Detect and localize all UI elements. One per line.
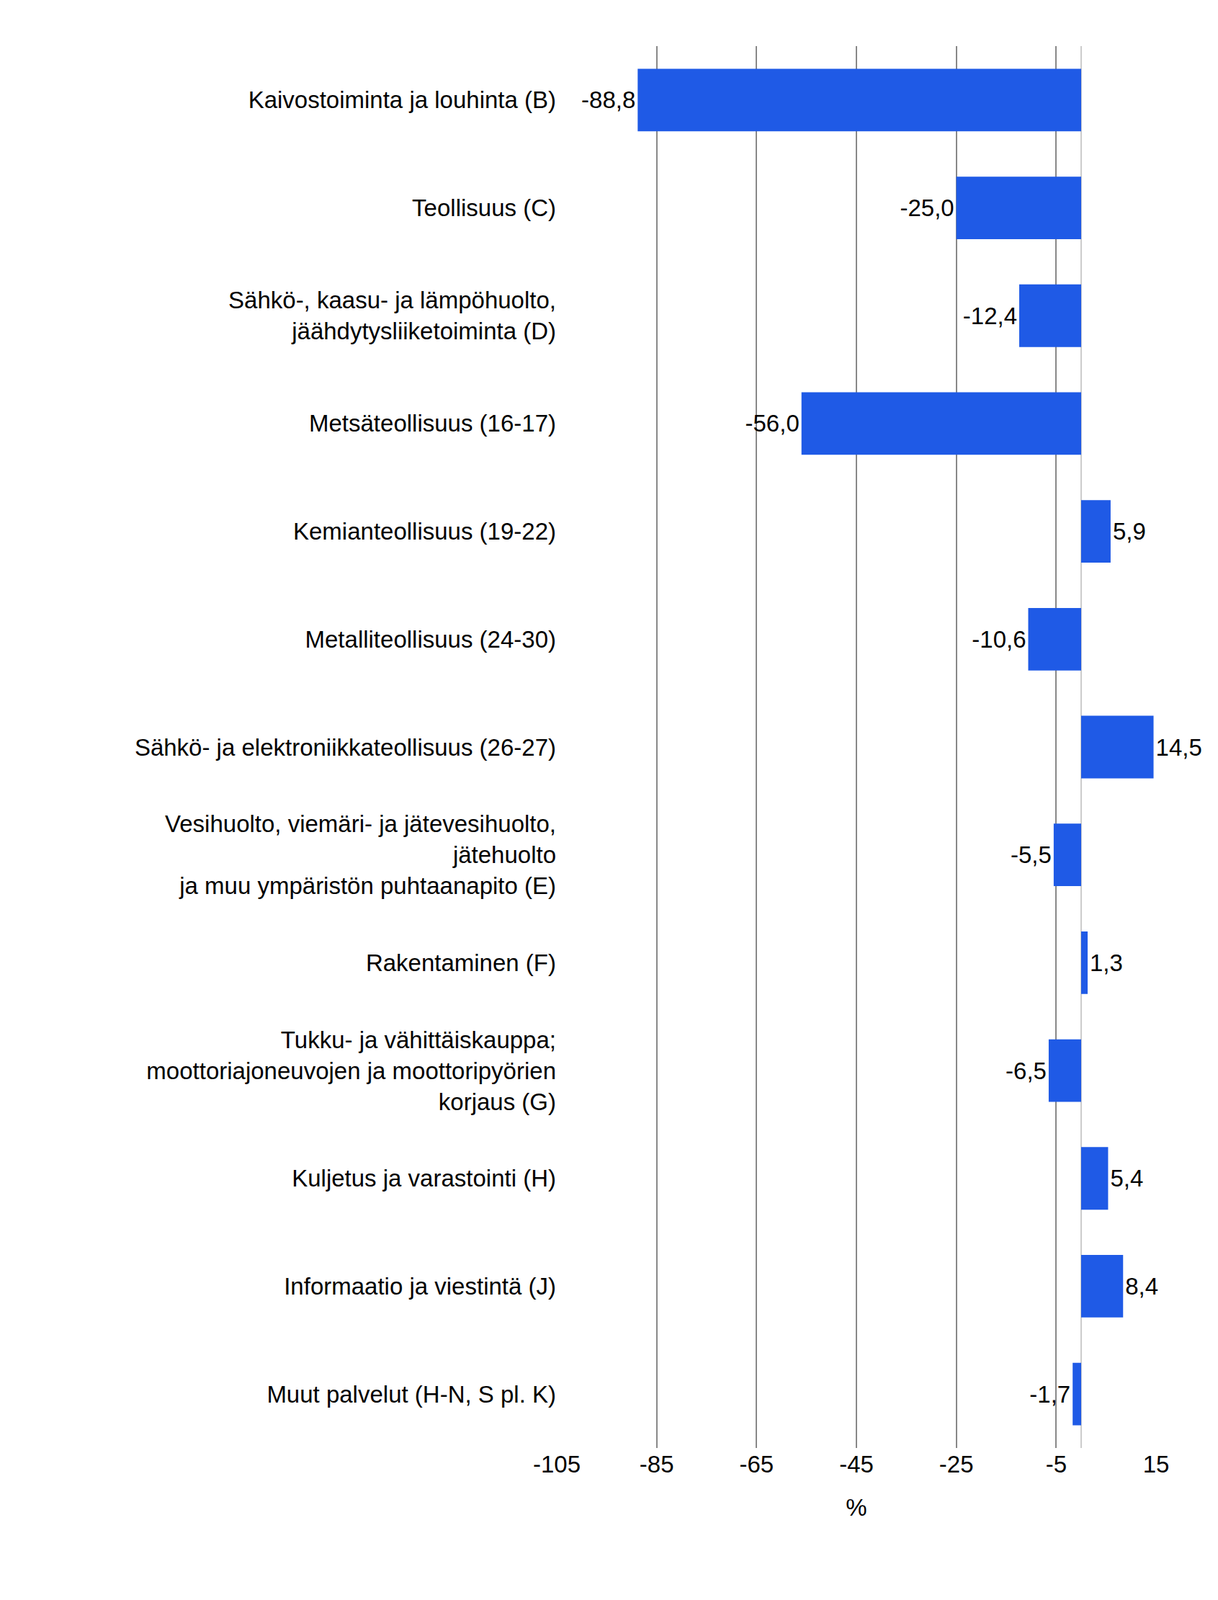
svg-text:15: 15 bbox=[1143, 1450, 1170, 1478]
svg-text:5,9: 5,9 bbox=[1112, 517, 1146, 545]
svg-text:8,4: 8,4 bbox=[1125, 1272, 1159, 1300]
svg-text:Vesihuolto, viemäri- ja jäteve: Vesihuolto, viemäri- ja jätevesihuolto,j… bbox=[164, 810, 557, 899]
svg-text:Sähkö- ja elektroniikkateollis: Sähkö- ja elektroniikkateollisuus (26-27… bbox=[134, 733, 557, 761]
svg-text:-25: -25 bbox=[939, 1450, 974, 1478]
svg-text:Kuljetus ja varastointi (H): Kuljetus ja varastointi (H) bbox=[291, 1164, 557, 1192]
svg-text:Metsäteollisuus (16-17): Metsäteollisuus (16-17) bbox=[309, 409, 557, 437]
svg-text:Informaatio ja viestintä (J): Informaatio ja viestintä (J) bbox=[283, 1272, 557, 1300]
svg-text:-5,5: -5,5 bbox=[1010, 841, 1052, 868]
svg-text:Metalliteollisuus (24-30): Metalliteollisuus (24-30) bbox=[305, 625, 557, 653]
svg-text:14,5: 14,5 bbox=[1156, 733, 1203, 761]
svg-text:Kemianteollisuus (19-22): Kemianteollisuus (19-22) bbox=[293, 517, 557, 545]
svg-text:5,4: 5,4 bbox=[1109, 1164, 1144, 1192]
svg-text:-5: -5 bbox=[1045, 1450, 1067, 1478]
svg-text:-6,5: -6,5 bbox=[1005, 1057, 1047, 1085]
svg-text:-88,8: -88,8 bbox=[581, 86, 636, 114]
svg-text:Tukku- ja vähittäiskauppa;moot: Tukku- ja vähittäiskauppa;moottoriajoneu… bbox=[146, 1026, 557, 1115]
svg-text:%: % bbox=[845, 1493, 867, 1521]
svg-text:-25,0: -25,0 bbox=[899, 194, 954, 222]
svg-text:-56,0: -56,0 bbox=[745, 409, 800, 437]
svg-text:Teollisuus (C): Teollisuus (C) bbox=[412, 194, 557, 222]
svg-text:-1,7: -1,7 bbox=[1029, 1380, 1071, 1408]
svg-text:-45: -45 bbox=[839, 1450, 874, 1478]
svg-text:-12,4: -12,4 bbox=[963, 302, 1018, 330]
svg-text:Muut palvelut (H-N, S pl. K): Muut palvelut (H-N, S pl. K) bbox=[266, 1380, 557, 1408]
svg-text:Kaivostoiminta ja louhinta (B): Kaivostoiminta ja louhinta (B) bbox=[248, 86, 557, 114]
svg-text:1,3: 1,3 bbox=[1089, 949, 1123, 976]
svg-text:Sähkö-, kaasu- ja lämpöhuolto,: Sähkö-, kaasu- ja lämpöhuolto,jäähdytysl… bbox=[228, 286, 557, 345]
svg-text:-85: -85 bbox=[639, 1450, 675, 1478]
svg-text:-105: -105 bbox=[533, 1450, 581, 1478]
svg-text:-65: -65 bbox=[739, 1450, 774, 1478]
svg-text:Rakentaminen (F): Rakentaminen (F) bbox=[365, 949, 557, 976]
svg-text:-10,6: -10,6 bbox=[971, 625, 1026, 653]
